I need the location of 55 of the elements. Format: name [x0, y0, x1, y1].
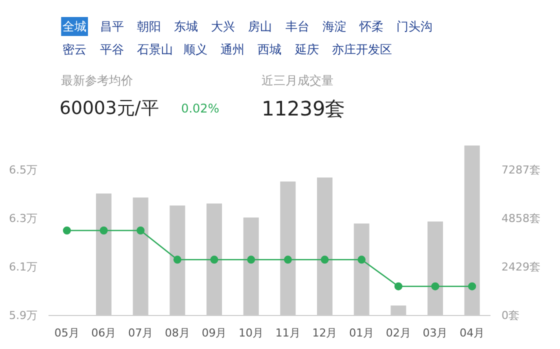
x-tick-label: 07月 — [128, 326, 154, 340]
x-tick-label: 04月 — [460, 326, 485, 340]
point — [468, 282, 476, 290]
text: 大兴 — [211, 20, 236, 34]
text: 最新参考均价 — [61, 74, 134, 88]
text: 怀柔 — [358, 20, 384, 34]
point — [173, 256, 182, 264]
text: 延庆 — [294, 42, 319, 56]
x-tick-label: 06月 — [91, 326, 116, 340]
x-tick-label: 09月 — [202, 326, 227, 340]
text: 房山 — [248, 20, 272, 34]
y-tick-label: 6.3万 — [9, 212, 38, 225]
text: 平谷 — [100, 42, 124, 56]
text: 丰台 — [285, 20, 310, 34]
text: 近三月成交量 — [262, 74, 334, 88]
point — [320, 256, 329, 264]
text: 通州 — [220, 42, 245, 56]
text: 亦庄开发区 — [332, 42, 392, 56]
text: 东城 — [174, 20, 198, 34]
y-tick-label: 5.9万 — [9, 309, 38, 322]
text: 密云 — [62, 42, 87, 56]
y2-tick-label: 4858套 — [502, 212, 540, 225]
text: 0.02% — [181, 102, 220, 116]
y2-tick-label: 0套 — [502, 309, 520, 322]
x-tick-label: 01月 — [349, 326, 374, 340]
point — [284, 256, 292, 264]
point — [358, 256, 366, 264]
text: 海淀 — [322, 20, 346, 34]
x-tick-label: 08月 — [164, 326, 190, 340]
x-tick-label: 10月 — [238, 326, 264, 340]
y-tick-label: 6.1万 — [9, 260, 38, 274]
point — [136, 226, 145, 234]
x-tick-label: 03月 — [422, 326, 448, 340]
text: 昌平 — [100, 20, 124, 34]
text: 朝阳 — [136, 20, 161, 34]
point — [431, 282, 440, 290]
point — [100, 226, 108, 234]
y2-tick-label: 2429套 — [502, 260, 540, 274]
text: 石景山 — [136, 42, 173, 56]
x-tick-label: 05月 — [54, 326, 80, 340]
x-tick-label: 11月 — [275, 326, 300, 340]
x-tick-label: 12月 — [312, 326, 338, 340]
text: 西城 — [258, 42, 282, 56]
point — [62, 226, 71, 234]
text: 门头沟 — [396, 20, 433, 34]
text: 11239套 — [262, 96, 346, 120]
y2-tick-label: 7287套 — [502, 163, 540, 176]
text: 全城 — [62, 20, 87, 34]
y-tick-label: 6.5万 — [9, 163, 38, 176]
point — [210, 256, 218, 264]
point — [394, 282, 402, 290]
text: 60003元/平 — [60, 98, 159, 119]
text: 顺义 — [183, 42, 208, 56]
x-tick-label: 02月 — [386, 326, 411, 340]
point — [247, 256, 256, 264]
